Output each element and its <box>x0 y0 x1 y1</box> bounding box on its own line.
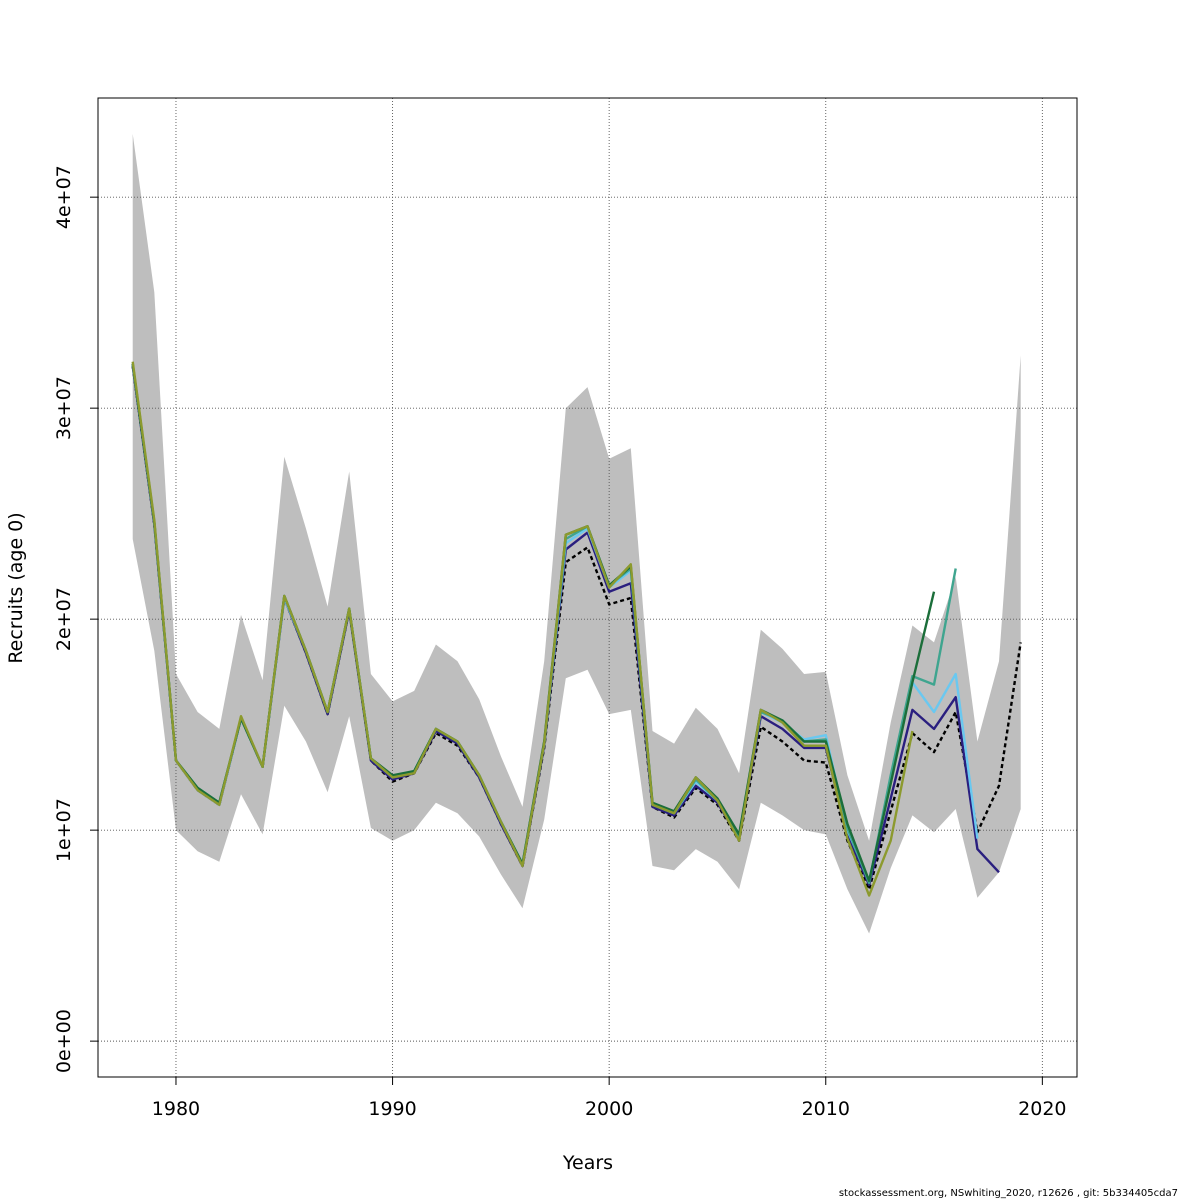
y-tick-label: 1e+07 <box>53 798 75 862</box>
series-layer <box>131 361 1022 897</box>
plot-frame <box>97 97 1078 1078</box>
x-axis-title: Years <box>562 1152 613 1174</box>
x-tick-label: 2000 <box>585 1098 633 1120</box>
x-axis: 1980 1990 2000 2010 2020 <box>152 1077 1067 1120</box>
footer-credit: stockassessment.org, NSwhiting_2020, r12… <box>838 1188 1178 1199</box>
y-tick-label: 2e+07 <box>53 587 75 651</box>
y-tick-label: 0e+00 <box>53 1009 75 1073</box>
y-tick-label: 3e+07 <box>53 376 75 440</box>
y-axis-title: Recruits (age 0) <box>5 512 27 663</box>
x-tick-label: 2010 <box>802 1098 850 1120</box>
y-axis: 0e+00 1e+07 2e+07 3e+07 4e+07 <box>53 165 98 1073</box>
x-tick-label: 1990 <box>368 1098 416 1120</box>
x-tick-label: 1980 <box>152 1098 200 1120</box>
y-tick-label: 4e+07 <box>53 165 75 229</box>
x-tick-label: 2020 <box>1018 1098 1066 1120</box>
series-line-6 <box>131 361 914 897</box>
